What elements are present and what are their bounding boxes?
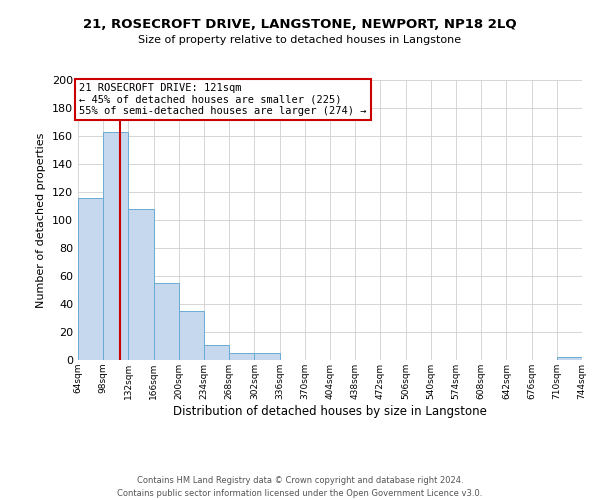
Bar [78, 198, 103, 360]
Text: Size of property relative to detached houses in Langstone: Size of property relative to detached ho… [139, 35, 461, 45]
Bar [179, 311, 204, 360]
Bar [103, 132, 128, 360]
Y-axis label: Number of detached properties: Number of detached properties [37, 132, 46, 308]
Text: Contains HM Land Registry data © Crown copyright and database right 2024.
Contai: Contains HM Land Registry data © Crown c… [118, 476, 482, 498]
Bar [229, 353, 254, 360]
Bar [254, 353, 280, 360]
Text: 21, ROSECROFT DRIVE, LANGSTONE, NEWPORT, NP18 2LQ: 21, ROSECROFT DRIVE, LANGSTONE, NEWPORT,… [83, 18, 517, 30]
Bar [154, 283, 179, 360]
Bar [204, 344, 229, 360]
Text: 21 ROSECROFT DRIVE: 121sqm
← 45% of detached houses are smaller (225)
55% of sem: 21 ROSECROFT DRIVE: 121sqm ← 45% of deta… [79, 83, 367, 116]
Bar [128, 209, 154, 360]
Bar [557, 357, 582, 360]
X-axis label: Distribution of detached houses by size in Langstone: Distribution of detached houses by size … [173, 404, 487, 417]
